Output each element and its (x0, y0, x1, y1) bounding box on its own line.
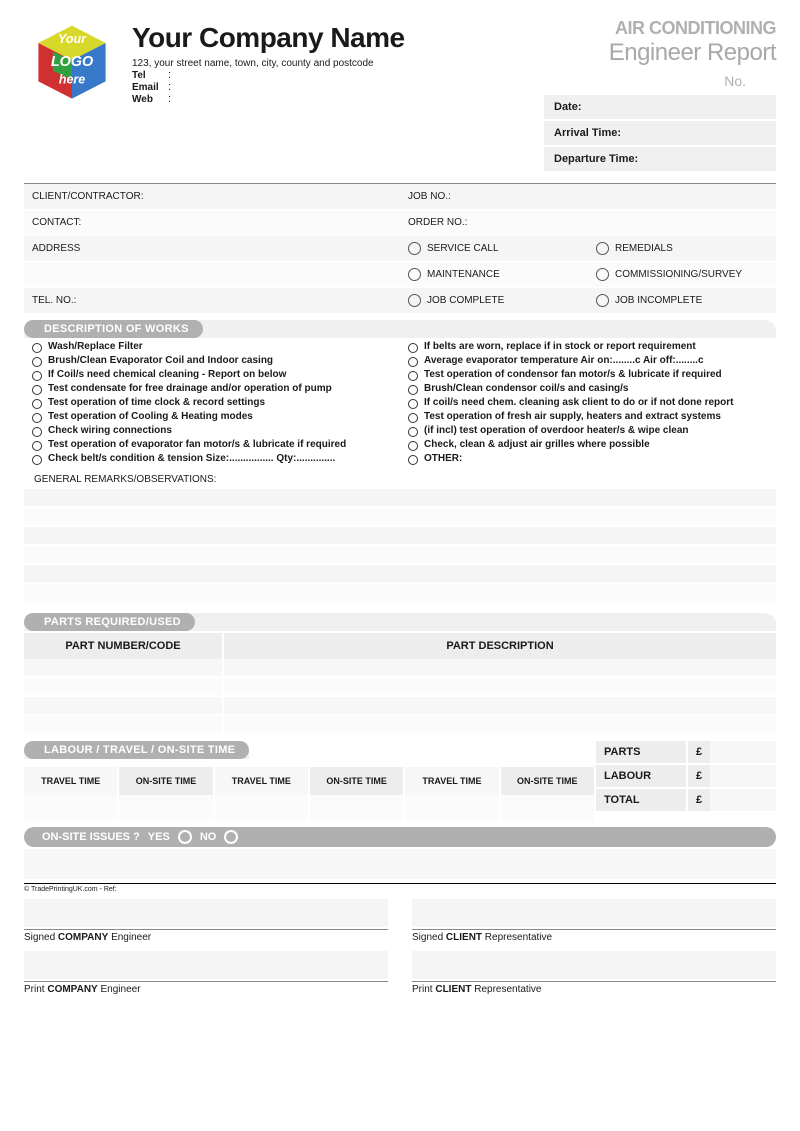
total-parts-value[interactable] (710, 741, 776, 763)
works-item[interactable]: Brush/Clean Evaporator Coil and Indoor c… (24, 354, 400, 368)
works-item[interactable]: Check wiring connections (24, 424, 400, 438)
issues-text[interactable] (24, 849, 776, 879)
info-left: CLIENT/CONTRACTOR: CONTACT: ADDRESS TEL.… (24, 184, 400, 314)
parts-columns: PART NUMBER/CODE PART DESCRIPTION (24, 633, 776, 659)
works-item[interactable]: Test operation of evaporator fan motor/s… (24, 438, 400, 452)
works-item[interactable]: Test operation of fresh air supply, heat… (400, 410, 776, 424)
logo-placeholder: Your LOGO here (24, 18, 120, 114)
total-total-label: TOTAL (596, 789, 686, 811)
report-no-label: No. (544, 73, 776, 89)
company-block: Your Company Name 123, your street name,… (132, 18, 532, 173)
header: Your LOGO here Your Company Name 123, yo… (24, 18, 776, 173)
works-checklist: Wash/Replace FilterBrush/Clean Evaporato… (24, 340, 776, 466)
radio-job-incomplete[interactable]: JOB INCOMPLETE (588, 290, 776, 311)
sig-company-engineer-label: Signed COMPANY Engineer (24, 929, 388, 943)
parts-rows[interactable] (24, 659, 776, 735)
client-label: CLIENT/CONTRACTOR: (24, 185, 164, 208)
report-title-block: AIR CONDITIONING Engineer Report No. Dat… (544, 18, 776, 173)
telno-label: TEL. NO.: (24, 289, 164, 312)
works-item[interactable]: If coil/s need chem. cleaning ask client… (400, 396, 776, 410)
remarks-area[interactable] (24, 489, 776, 603)
issues-yes-radio[interactable] (178, 830, 192, 844)
labour-section: LABOUR / TRAVEL / ON-SITE TIME TRAVEL TI… (24, 741, 776, 821)
report-title-2: Engineer Report (544, 39, 776, 67)
works-item[interactable]: (if incl) test operation of overdoor hea… (400, 424, 776, 438)
svg-text:here: here (59, 72, 85, 86)
total-labour-value[interactable] (710, 765, 776, 787)
labour-title: LABOUR / TRAVEL / ON-SITE TIME (24, 741, 249, 759)
works-item[interactable]: OTHER: (400, 452, 776, 466)
works-item[interactable]: Test operation of time clock & record se… (24, 396, 400, 410)
report-title-1: AIR CONDITIONING (544, 18, 776, 39)
onsite-issues-bar: ON-SITE ISSUES ? YES NO (24, 827, 776, 847)
radio-job-complete[interactable]: JOB COMPLETE (400, 290, 588, 311)
works-item[interactable]: Test condensate for free drainage and/or… (24, 382, 400, 396)
labour-grid-body[interactable] (24, 795, 596, 821)
labour-grid-head: TRAVEL TIME ON-SITE TIME TRAVEL TIME ON-… (24, 767, 596, 795)
date-box: Date: Arrival Time: Departure Time: (544, 95, 776, 173)
engineer-report-form: Your LOGO here Your Company Name 123, yo… (0, 0, 800, 1021)
info-grid: CLIENT/CONTRACTOR: CONTACT: ADDRESS TEL.… (24, 183, 776, 314)
radio-maintenance[interactable]: MAINTENANCE (400, 264, 588, 285)
radio-remedials[interactable]: REMEDIALS (588, 238, 776, 259)
print-company-engineer-label: Print COMPANY Engineer (24, 981, 388, 995)
ref-line: © TradePrintingUK.com - Ref: (24, 883, 776, 893)
parts-col-desc: PART DESCRIPTION (224, 633, 776, 659)
works-right-col: If belts are worn, replace if in stock o… (400, 340, 776, 466)
works-item[interactable]: Average evaporator temperature Air on:..… (400, 354, 776, 368)
sig-company-engineer[interactable] (24, 899, 388, 927)
works-item[interactable]: Check, clean & adjust air grilles where … (400, 438, 776, 452)
arrival-field[interactable]: Arrival Time: (544, 121, 776, 147)
date-field[interactable]: Date: (544, 95, 776, 121)
sig-client-rep[interactable] (412, 899, 776, 927)
total-total-value[interactable] (710, 789, 776, 811)
info-right: JOB NO.: ORDER NO.: SERVICE CALL REMEDIA… (400, 184, 776, 314)
print-client-rep[interactable] (412, 951, 776, 979)
departure-field[interactable]: Departure Time: (544, 147, 776, 173)
company-address: 123, your street name, town, city, count… (132, 58, 532, 69)
works-item[interactable]: Brush/Clean condensor coil/s and casing/… (400, 382, 776, 396)
totals-box: PARTS£ LABOUR£ TOTAL£ (596, 741, 776, 821)
web-label: Web (132, 94, 168, 105)
remarks-label: GENERAL REMARKS/OBSERVATIONS: (24, 466, 776, 489)
company-name: Your Company Name (132, 22, 532, 54)
print-client-rep-label: Print CLIENT Representative (412, 981, 776, 995)
parts-header: PARTS REQUIRED/USED (24, 613, 776, 631)
works-item[interactable]: If belts are worn, replace if in stock o… (400, 340, 776, 354)
radio-service-call[interactable]: SERVICE CALL (400, 238, 588, 259)
works-item[interactable]: Wash/Replace Filter (24, 340, 400, 354)
sig-client-rep-label: Signed CLIENT Representative (412, 929, 776, 943)
issues-no-radio[interactable] (224, 830, 238, 844)
radio-commissioning[interactable]: COMMISSIONING/SURVEY (588, 264, 776, 285)
svg-text:Your: Your (58, 32, 87, 46)
total-parts-label: PARTS (596, 741, 686, 763)
orderno-label: ORDER NO.: (400, 211, 490, 234)
contact-label: CONTACT: (24, 211, 164, 234)
works-item[interactable]: Test operation of condensor fan motor/s … (400, 368, 776, 382)
parts-col-number: PART NUMBER/CODE (24, 633, 224, 659)
address-label: ADDRESS (24, 237, 164, 260)
svg-text:LOGO: LOGO (51, 54, 93, 70)
signatures: Signed COMPANY Engineer Print COMPANY En… (24, 899, 776, 1003)
tel-label: Tel (132, 70, 168, 81)
email-label: Email (132, 82, 168, 93)
jobno-label: JOB NO.: (400, 185, 490, 208)
total-labour-label: LABOUR (596, 765, 686, 787)
works-item[interactable]: Check belt/s condition & tension Size:..… (24, 452, 400, 466)
works-left-col: Wash/Replace FilterBrush/Clean Evaporato… (24, 340, 400, 466)
print-company-engineer[interactable] (24, 951, 388, 979)
works-header: DESCRIPTION OF WORKS (24, 320, 776, 338)
works-item[interactable]: If Coil/s need chemical cleaning - Repor… (24, 368, 400, 382)
works-item[interactable]: Test operation of Cooling & Heating mode… (24, 410, 400, 424)
